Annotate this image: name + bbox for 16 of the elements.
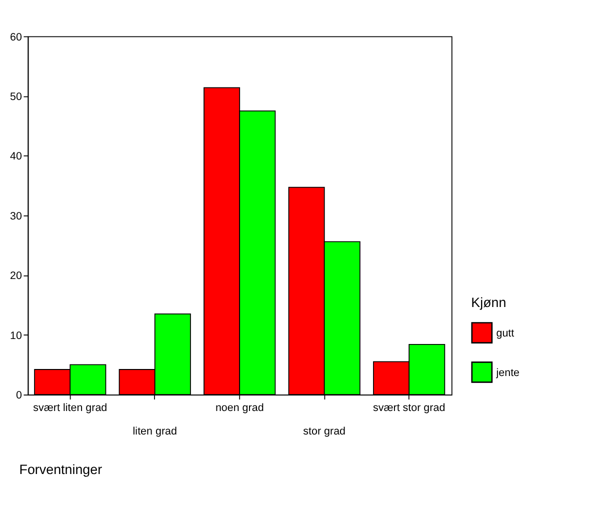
y-tick-label: 30 xyxy=(10,210,22,222)
x-tick-label: svært stor grad xyxy=(372,402,446,414)
legend-title: Kjønn xyxy=(471,294,506,310)
y-tick-label: 10 xyxy=(10,330,22,342)
y-tick-label: 20 xyxy=(10,270,22,282)
y-tick-label: 50 xyxy=(10,91,22,104)
x-axis-title: Forventninger xyxy=(19,462,103,477)
y-tick-label: 0 xyxy=(16,390,22,402)
x-tick-label: stor grad xyxy=(303,425,346,438)
x-tick-label: noen grad xyxy=(215,402,264,414)
x-tick-label: svært liten grad xyxy=(33,402,108,414)
legend-label: gutt xyxy=(496,327,514,340)
y-tick-label: 60 xyxy=(10,31,22,44)
y-tick-label: 40 xyxy=(10,150,22,163)
legend-label: jente xyxy=(495,366,520,379)
x-tick-label: liten grad xyxy=(132,425,177,438)
